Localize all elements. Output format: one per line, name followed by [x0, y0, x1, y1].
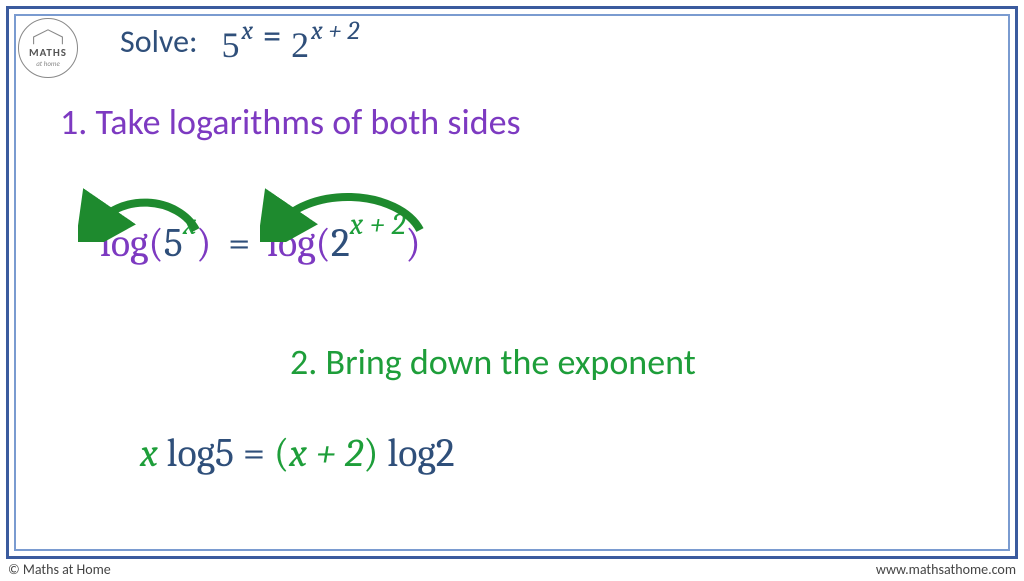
step1-text: Take logarithms of both sides [95, 100, 520, 144]
step-1: 1. Take logarithms of both sides [60, 100, 521, 144]
step2-text: Bring down the exponent [325, 340, 695, 384]
rhs-base: 2 [291, 24, 309, 66]
log-eq-sign: = [228, 220, 250, 266]
logo-subtitle: at home [36, 59, 60, 68]
rhs-exp: x + 2 [311, 16, 359, 46]
step-2: 2. Bring down the exponent [290, 340, 696, 384]
footer-url: www.mathsathome.com [876, 561, 1016, 578]
logo-title: MATHS [29, 46, 67, 59]
house-icon [30, 28, 66, 46]
solve-label: Solve: [120, 22, 198, 61]
final-equation: x log5 = (x + 2) log2 [140, 430, 455, 476]
arrow-left [78, 172, 218, 242]
problem-row: Solve: 5 x = 2 x + 2 [120, 22, 359, 66]
lhs-exp: x [242, 16, 254, 46]
lhs-base: 5 [222, 24, 240, 66]
logo: MATHS at home [18, 18, 78, 78]
equals: = [263, 14, 281, 58]
final-eq: = [234, 430, 274, 476]
final-x: x [140, 430, 158, 476]
step1-num: 1. [60, 100, 87, 144]
final-open: ( [274, 430, 289, 476]
step2-num: 2. [290, 340, 317, 384]
final-log5: log5 [158, 430, 234, 476]
final-inner: x + 2 [289, 430, 363, 476]
footer-copyright: © Maths at Home [8, 561, 111, 578]
final-close: ) [363, 430, 378, 476]
problem-equation: 5 x = 2 x + 2 [222, 22, 360, 66]
arrow-right [260, 172, 440, 242]
final-log2: log2 [379, 430, 455, 476]
